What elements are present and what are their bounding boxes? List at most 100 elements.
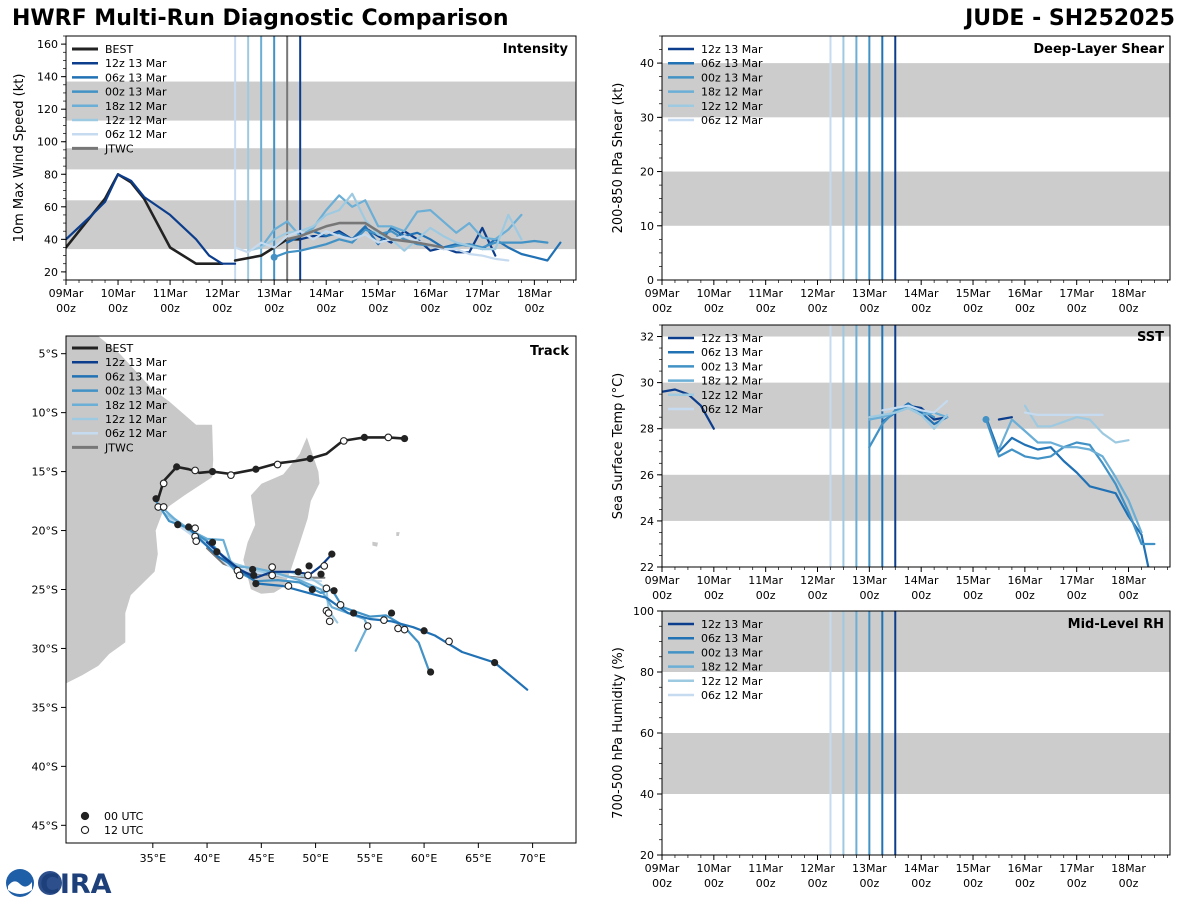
rh-title: Mid-Level RH: [1068, 617, 1164, 632]
sst-xtick-label-hour: 00z: [1067, 589, 1087, 602]
track-legend-label-00z-13-mar: 00z 13 Mar: [105, 385, 167, 398]
track-line-06z-13-mar: [189, 529, 529, 691]
sst-legend-label-06z-13-mar: 06z 13 Mar: [701, 346, 763, 359]
rh-xtick-label-hour: 00z: [963, 877, 983, 890]
shear-legend-label-12z-13-mar: 12z 13 Mar: [701, 43, 763, 56]
sst-xtick-label-hour: 00z: [911, 589, 931, 602]
track-marker-00utc: [426, 668, 435, 676]
rh-xtick-label-hour: 00z: [1067, 877, 1087, 890]
rh-xtick-label-hour: 00z: [756, 877, 776, 890]
rh-xtick-label-hour: 00z: [652, 877, 672, 890]
track-marker-00utc: [208, 467, 217, 476]
track-xtick-label: 60°E: [411, 852, 437, 865]
intensity-xtick-label-hour: 00z: [368, 302, 388, 315]
rh-ytick-label: 100: [633, 605, 654, 618]
rh-threshold-band: [662, 733, 1170, 794]
track-marker-12utc: [445, 637, 453, 646]
track-marker-12utc: [273, 460, 282, 469]
track-marker-12utc: [268, 563, 277, 571]
rh-legend-label-06z-12-mar: 06z 12 Mar: [701, 689, 763, 702]
track-marker-00utc: [360, 433, 369, 441]
track-marker-00utc: [213, 548, 221, 556]
intensity-xtick-label-date: 11Mar: [153, 287, 188, 300]
shear-xtick-label-date: 18Mar: [1111, 287, 1146, 300]
sst-xtick-label-hour: 00z: [756, 589, 776, 602]
rh-xtick-label-hour: 00z: [859, 877, 879, 890]
rh-ytick-label: 60: [640, 727, 654, 740]
intensity-legend-label-06z-13-mar: 06z 13 Mar: [105, 71, 167, 84]
rh-xtick-label-date: 13Mar: [852, 862, 887, 875]
track-legend-label-18z-12-mar: 18z 12 Mar: [105, 399, 167, 412]
sst-ytick-label: 24: [640, 515, 654, 528]
shear-threshold-band: [662, 63, 1170, 118]
sst-ytick-label: 22: [640, 561, 654, 574]
track-ytick-label: 5°S: [39, 348, 58, 361]
sst-panel: 22 24 26 28 30 32 09Mar 00z 10Mar 00z 11Mar 00z 12Ma…: [611, 324, 1171, 602]
rh-xtick-label-date: 17Mar: [1059, 862, 1094, 875]
rh-xtick-label-date: 10Mar: [696, 862, 731, 875]
shear-xtick-label-hour: 00z: [704, 302, 724, 315]
track-legend-label-06z-13-mar: 06z 13 Mar: [105, 370, 167, 383]
intensity-legend-label-06z-12-mar: 06z 12 Mar: [105, 128, 167, 141]
track-marker-12utc: [324, 609, 333, 617]
sst-xtick-label-date: 14Mar: [904, 574, 939, 587]
storm-id-title: JUDE - SH252025: [965, 6, 1175, 31]
shear-title: Deep-Layer Shear: [1033, 42, 1164, 57]
sst-xtick-label-date: 18Mar: [1111, 574, 1146, 587]
shear-xtick-label-date: 17Mar: [1059, 287, 1094, 300]
intensity-threshold-band: [66, 148, 576, 170]
track-legend-label-12z-12-mar: 12z 12 Mar: [105, 413, 167, 426]
sst-series-00z-13-mar: [984, 418, 1156, 546]
track-marker-12utc: [227, 471, 235, 479]
track-ytick-label: 35°S: [32, 701, 58, 714]
rh-panel: 20 40 60 80 100 09Mar 00z 10Mar 00z 11Mar 00z 12Mar…: [611, 605, 1171, 890]
rh-xtick-label-date: 14Mar: [904, 862, 939, 875]
sst-series-12z-12-mar: [868, 406, 949, 430]
rh-ytick-label: 20: [640, 849, 654, 862]
sst-xtick-label-hour: 00z: [704, 589, 724, 602]
logo-text: CIRA: [40, 869, 112, 900]
intensity-ytick-label: 80: [44, 168, 58, 181]
rh-xtick-label-date: 18Mar: [1111, 862, 1146, 875]
track-ytick-label: 20°S: [32, 525, 58, 538]
track-marker-12utc: [320, 562, 329, 570]
track-ytick-label: 45°S: [32, 819, 58, 832]
shear-legend-label-18z-12-mar: 18z 12 Mar: [701, 86, 763, 99]
shear-xtick-label-date: 15Mar: [956, 287, 991, 300]
shear-ytick-label: 30: [640, 111, 654, 124]
sst-legend-label-06z-12-mar: 06z 12 Mar: [701, 403, 763, 416]
track-marker-00utc: [294, 568, 302, 576]
cira-logo: CIRA: [6, 869, 112, 900]
track-marker-12utc: [394, 624, 402, 633]
track-xtick-label: 45°E: [248, 852, 274, 865]
track-marker-00utc: [387, 609, 396, 617]
track-marker-12utc: [400, 625, 409, 634]
sst-legend-label-00z-13-mar: 00z 13 Mar: [701, 360, 763, 373]
sst-ylabel: Sea Surface Temp (°C): [611, 373, 626, 520]
shear-xtick-label-date: 10Mar: [696, 287, 731, 300]
track-ytick-label: 25°S: [32, 584, 58, 597]
intensity-legend-label-18z-12-mar: 18z 12 Mar: [105, 100, 167, 113]
track-marker-12utc: [339, 437, 348, 445]
shear-xtick-label-date: 16Mar: [1007, 287, 1042, 300]
rh-legend-label-12z-13-mar: 12z 13 Mar: [701, 618, 763, 631]
intensity-title: Intensity: [503, 42, 569, 57]
intensity-xtick-label-date: 17Mar: [465, 287, 500, 300]
shear-xtick-label-hour: 00z: [1067, 302, 1087, 315]
track-xtick-label: 65°E: [465, 852, 491, 865]
intensity-xtick-label-date: 13Mar: [257, 287, 292, 300]
sst-xtick-label-hour: 00z: [808, 589, 828, 602]
shear-legend-label-00z-13-mar: 00z 13 Mar: [701, 71, 763, 84]
sst-xtick-label-date: 12Mar: [800, 574, 835, 587]
shear-ytick-label: 10: [640, 220, 654, 233]
sst-ytick-label: 32: [640, 331, 654, 344]
shear-xtick-label-hour: 00z: [1015, 302, 1035, 315]
shear-ylabel: 200-850 hPa Shear (kt): [611, 83, 626, 234]
intensity-xtick-label-date: 16Mar: [413, 287, 448, 300]
intensity-threshold-band: [66, 81, 576, 121]
track-marker-00utc: [185, 523, 193, 531]
sst-xtick-label-date: 13Mar: [852, 574, 887, 587]
track-marker-00utc: [349, 609, 358, 617]
sst-xtick-label-date: 15Mar: [956, 574, 991, 587]
intensity-series-jtwc: [285, 221, 445, 249]
